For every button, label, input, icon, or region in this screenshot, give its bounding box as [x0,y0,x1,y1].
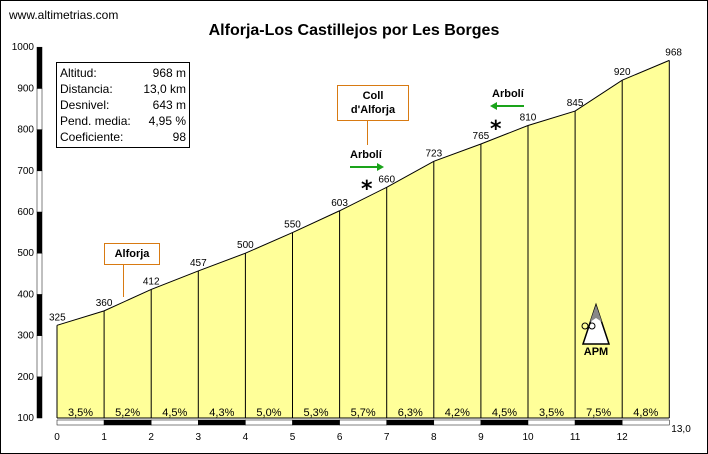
segment-gradient-label: 4,2% [445,407,470,419]
stats-row-distancia: Distancia: 13,0 km [60,81,186,97]
segment-gradient-label: 5,3% [304,407,329,419]
x-tick-label: 7 [384,432,390,443]
elevation-label: 457 [190,258,207,269]
segment-gradient-label: 5,7% [351,407,376,419]
callout-alforja-leader [123,265,124,297]
site-url[interactable]: www.altimetrias.com [9,8,119,22]
x-tick-label: 8 [431,432,437,443]
elevation-label: 550 [284,220,301,231]
segment-gradient-label: 4,5% [162,407,187,419]
stats-row-coeficiente: Coeficiente: 98 [60,129,186,145]
elevation-label: 360 [96,298,113,309]
callout-alforja: Alforja [104,243,160,265]
y-tick-label: 900 [17,83,34,94]
x-tick-label: 3 [196,432,202,443]
star-marker-1: * [361,177,373,202]
stats-value: 968 m [152,66,186,80]
y-tick-label: 600 [17,207,34,218]
profile-area [57,60,670,418]
segment-gradient-label: 5,0% [256,407,281,419]
stats-label: Distancia: [60,82,113,96]
y-tick-label: 1000 [12,42,35,53]
stats-value: 13,0 km [143,82,186,96]
x-axis-scale-segment [621,419,670,426]
segment-gradient-label: 4,8% [633,407,658,419]
stats-row-desnivel: Desnivel: 643 m [60,97,186,113]
elevation-label: 325 [49,312,66,323]
stats-label: Coeficiente: [60,130,124,144]
callout-coll-line1: Coll [362,90,384,102]
stats-row-altitud: Altitud: 968 m [60,65,186,81]
callout-coll-line2: d'Alforja [350,104,396,116]
x-tick-label: 1 [101,432,107,443]
y-tick-label: 400 [17,289,34,300]
stats-row-pendiente: Pend. media: 4,95 % [60,113,186,129]
y-tick-label: 300 [17,331,34,342]
arboli-label-2: Arbolí [492,88,524,100]
stats-box: Altitud: 968 m Distancia: 13,0 km Desniv… [56,62,190,148]
elevation-label: 660 [378,174,395,185]
stats-label: Pend. media: [60,114,131,128]
elevation-label: 765 [473,131,490,142]
x-tick-label: 6 [337,432,343,443]
arrow-right-icon [350,163,384,171]
arrow-left-icon [490,102,524,110]
y-tick-label: 700 [17,166,34,177]
x-tick-label: 13,0 [671,424,691,435]
apm-logo: APM [576,302,616,358]
x-tick-label: 9 [478,432,484,443]
y-tick-label: 200 [17,372,34,383]
elevation-label: 920 [614,67,631,78]
arboli-label-1: Arbolí [350,149,382,161]
x-tick-label: 0 [54,432,60,443]
callout-alforja-label: Alforja [114,248,150,260]
x-tick-label: 2 [148,432,154,443]
elevation-label: 723 [425,148,442,159]
segment-gradient-label: 3,5% [68,407,93,419]
star-marker-2: * [490,117,502,142]
segment-gradient-label: 4,5% [492,407,517,419]
x-tick-label: 4 [243,432,249,443]
segment-gradient-label: 3,5% [539,407,564,419]
y-tick-label: 800 [17,125,34,136]
stats-label: Desnivel: [60,98,110,112]
elevation-label: 500 [237,240,254,251]
x-tick-label: 12 [617,432,629,443]
callout-coll-leader [367,121,368,145]
elevation-label: 968 [665,47,682,58]
callout-coll-alforja: Coll d'Alforja [337,85,409,121]
stats-value: 4,95 % [148,114,186,128]
x-tick-label: 5 [290,432,296,443]
segment-gradient-label: 5,2% [115,407,140,419]
segment-gradient-label: 7,5% [586,407,611,419]
y-axis-scale-segment [36,46,43,89]
y-tick-label: 500 [17,248,34,259]
elevation-label: 603 [331,198,348,209]
x-tick-label: 11 [570,432,581,443]
apm-mountain-icon [581,302,611,345]
elevation-label: 810 [520,112,537,123]
x-tick-label: 10 [522,432,534,443]
segment-gradient-label: 4,3% [209,407,234,419]
elevation-label: 412 [143,276,160,287]
y-tick-label: 100 [17,413,34,424]
elevation-label: 845 [567,98,584,109]
stats-value: 643 m [152,98,186,112]
stats-value: 98 [172,130,186,144]
chart-title: Alforja-Los Castillejos por Les Borges [208,22,500,39]
segment-gradient-label: 6,3% [398,407,423,419]
apm-logo-text: APM [583,346,609,358]
stats-label: Altitud: [60,66,97,80]
profile-line [56,59,670,326]
